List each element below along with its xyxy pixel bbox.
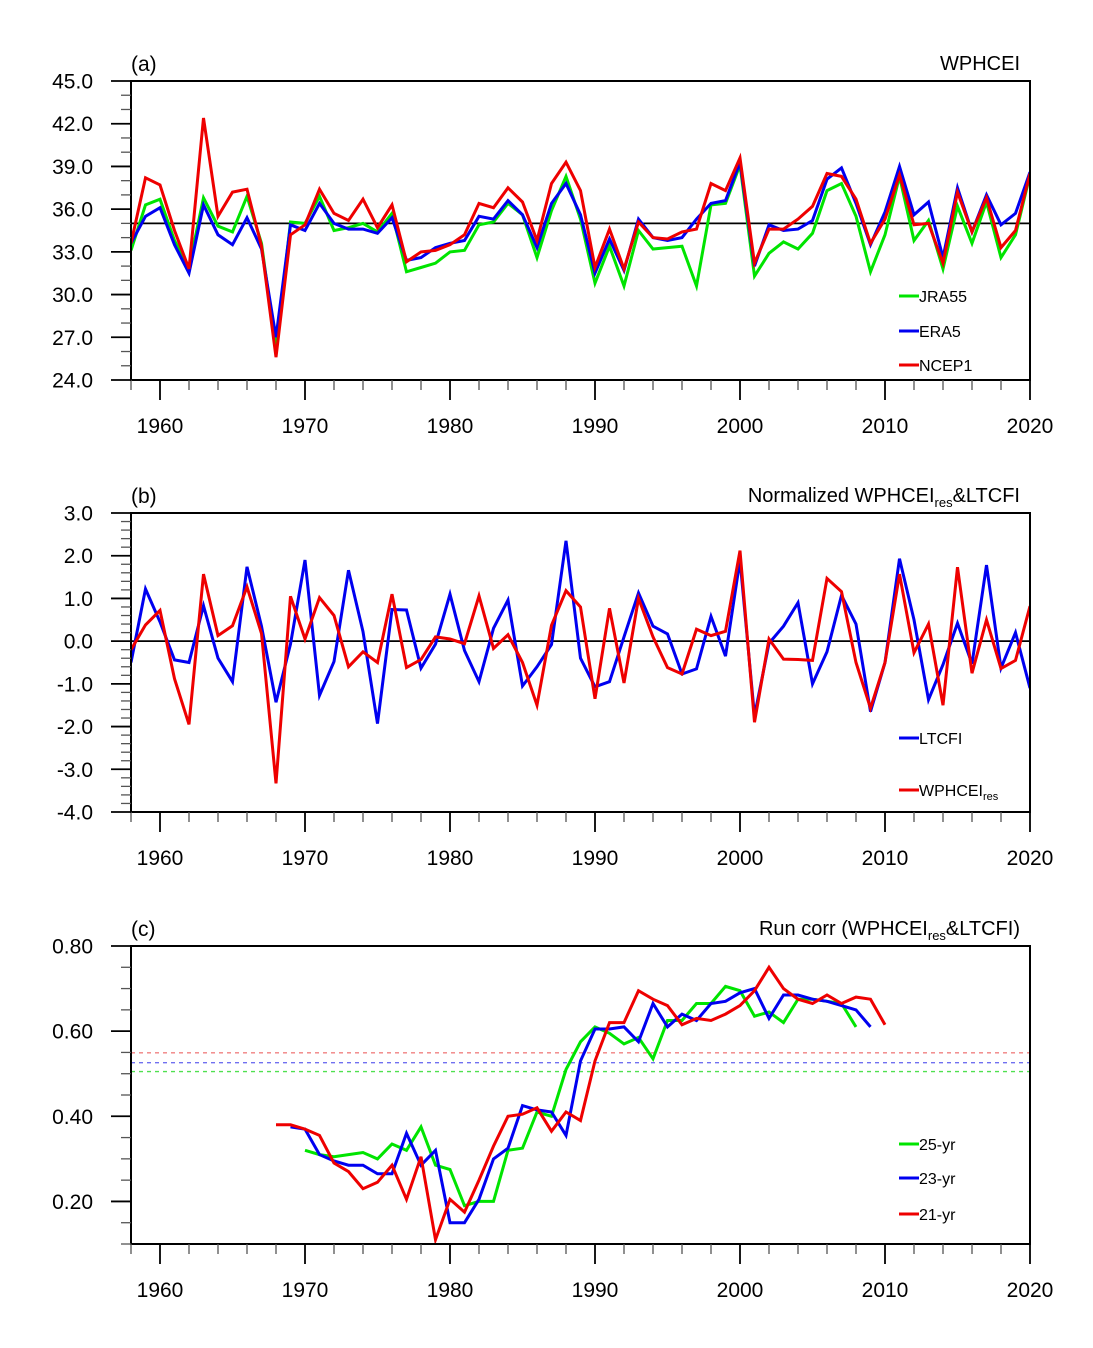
x-tick-label: 1960 — [137, 847, 184, 870]
x-tick-label: 2010 — [862, 1279, 909, 1302]
y-tick-label: 36.0 — [52, 199, 93, 222]
y-tick-label: 1.0 — [64, 588, 93, 611]
title-subscript: res — [935, 495, 954, 510]
y-tick-label: 2.0 — [64, 545, 93, 568]
title-suffix: &LTCFI) — [946, 918, 1020, 940]
panel-c: 1960 1970 1980 1990 2000 2010 2020 0.20 0.40 0.60… — [52, 918, 1053, 1302]
x-tick-label: 1980 — [427, 415, 474, 438]
legend-item: 25-yr — [899, 1137, 956, 1154]
y-tick-label: 0.40 — [52, 1106, 93, 1129]
panel-a: 1960 1970 1980 1990 2000 2010 2020 24.0 27.0 30.0… — [52, 53, 1053, 438]
legend-item: 23-yr — [899, 1171, 956, 1188]
panel-title: Normalized WPHCEIres&LTCFI — [748, 485, 1020, 510]
legend-label: NCEP1 — [919, 358, 972, 375]
series-line-wphcei_res — [131, 550, 1030, 784]
x-tick-label: 1960 — [137, 415, 184, 438]
panel-label: (a) — [131, 53, 157, 76]
y-tick-label: 3.0 — [64, 503, 93, 526]
x-tick-label: 1980 — [427, 1279, 474, 1302]
x-tick-label: 1960 — [137, 1279, 184, 1302]
y-tick-label: 0.60 — [52, 1021, 93, 1044]
x-tick-label: 1970 — [282, 415, 329, 438]
legend-label: 23-yr — [919, 1171, 956, 1188]
plot-frame — [130, 945, 1031, 1245]
panel-b: 1960 1970 1980 1990 2000 2010 2020 -4.0 -3.0 -2.0… — [57, 485, 1054, 870]
legend-item: ERA5 — [899, 324, 961, 341]
series-line-ncep1 — [131, 117, 1030, 358]
panel-title: WPHCEI — [940, 53, 1020, 75]
series-line-ltcfi — [131, 540, 1030, 724]
y-tick-label: 0.0 — [64, 631, 93, 654]
y-tick-label: 0.20 — [52, 1191, 93, 1214]
x-tick-label: 2010 — [862, 415, 909, 438]
y-tick-label: 39.0 — [52, 156, 93, 179]
x-tick-label: 1970 — [282, 1279, 329, 1302]
x-tick-label: 1990 — [572, 415, 619, 438]
legend-item: JRA55 — [899, 289, 967, 306]
y-tick-label: 27.0 — [52, 327, 93, 350]
series-line-23-yr — [290, 986, 872, 1225]
plot-frame — [130, 80, 1031, 381]
plot-frame — [130, 512, 1031, 813]
x-tick-label: 2000 — [717, 847, 764, 870]
title-suffix: &LTCFI — [953, 485, 1020, 507]
legend-item: LTCFI — [899, 731, 962, 748]
legend-item: 21-yr — [899, 1207, 956, 1224]
legend-item: NCEP1 — [899, 358, 972, 375]
legend-label: 21-yr — [919, 1207, 956, 1224]
series-line-25-yr — [304, 984, 858, 1208]
title-subscript: res — [928, 928, 947, 943]
title-text: Run corr (WPHCEI — [759, 918, 928, 940]
y-tick-label: 45.0 — [52, 71, 93, 94]
legend-label-text: WPHCEI — [919, 783, 983, 800]
y-tick-label: -4.0 — [57, 802, 93, 825]
x-tick-label: 2020 — [1007, 415, 1054, 438]
x-tick-label: 2000 — [717, 415, 764, 438]
y-tick-label: -2.0 — [57, 716, 93, 739]
y-tick-label: 30.0 — [52, 284, 93, 307]
y-tick-label: -3.0 — [57, 759, 93, 782]
legend-label-subscript: res — [983, 791, 999, 803]
y-tick-label: 42.0 — [52, 113, 93, 136]
legend-item: WPHCEIres — [899, 783, 999, 803]
y-tick-label: 24.0 — [52, 370, 93, 393]
title-text: Normalized WPHCEI — [748, 485, 935, 507]
series-group — [131, 540, 1030, 784]
title-text: WPHCEI — [940, 53, 1020, 75]
x-tick-label: 2000 — [717, 1279, 764, 1302]
x-tick-label: 1990 — [572, 1279, 619, 1302]
y-tick-label: -1.0 — [57, 673, 93, 696]
panel-label: (c) — [131, 918, 156, 941]
panel-title: Run corr (WPHCEIres&LTCFI) — [759, 918, 1020, 943]
legend-label: JRA55 — [919, 289, 967, 306]
x-tick-label: 1990 — [572, 847, 619, 870]
x-tick-label: 1970 — [282, 847, 329, 870]
series-group — [276, 964, 887, 1244]
x-tick-label: 2020 — [1007, 847, 1054, 870]
x-tick-label: 2020 — [1007, 1279, 1054, 1302]
series-line-21-yr — [276, 964, 887, 1244]
legend-label: LTCFI — [919, 731, 962, 748]
series-group — [131, 117, 1030, 358]
x-tick-label: 2010 — [862, 847, 909, 870]
y-tick-label: 0.80 — [52, 936, 93, 959]
y-tick-label: 33.0 — [52, 241, 93, 264]
panel-label: (b) — [131, 485, 157, 508]
legend-label: 25-yr — [919, 1137, 956, 1154]
legend-label: ERA5 — [919, 324, 961, 341]
x-tick-label: 1980 — [427, 847, 474, 870]
series-line-era5 — [131, 161, 1030, 338]
legend-label: WPHCEIres — [919, 783, 999, 803]
